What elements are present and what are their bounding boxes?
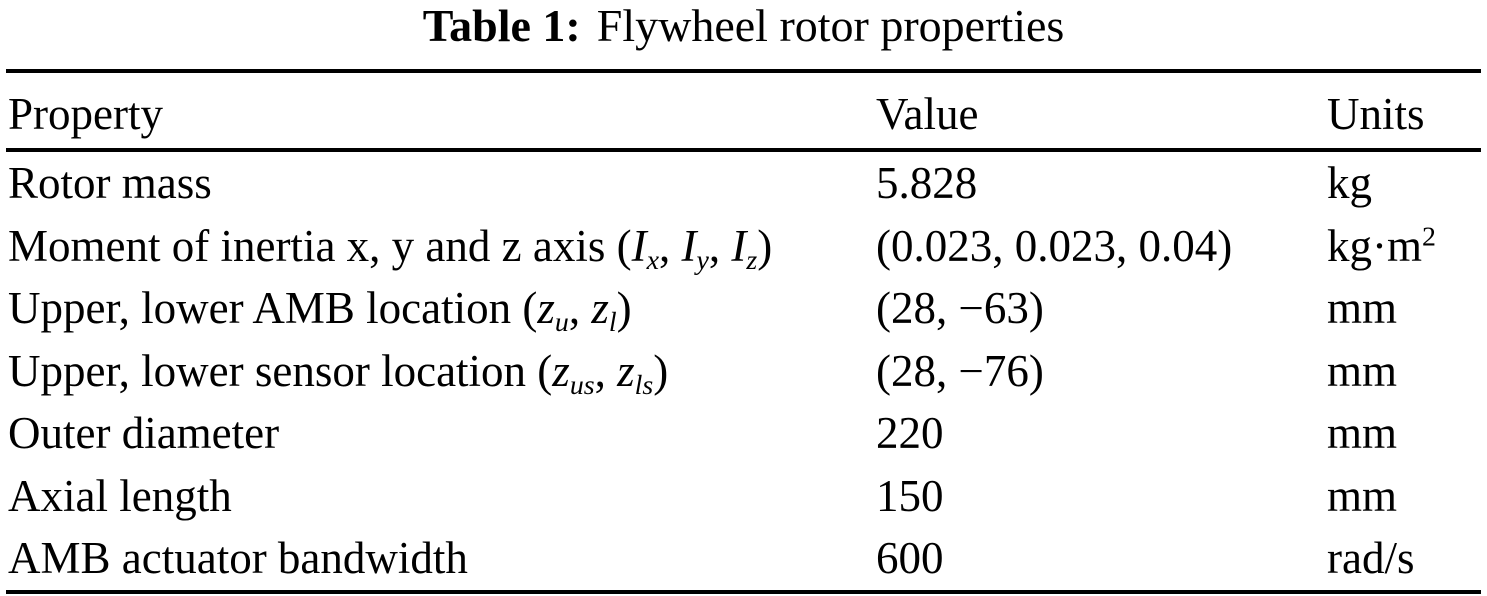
math-var-zl: z [591,283,609,334]
units-text: mm [1327,283,1398,334]
units-text: mm [1327,408,1398,459]
math-var-zus: z [552,345,570,396]
math-var-Iy: I [681,220,697,271]
units-superscript: 2 [1422,221,1436,253]
units-cell: mm [1327,277,1481,340]
table-row-rotor-mass: Rotor mass 5.828 kg [6,150,1481,215]
units-text: kg [1327,158,1372,209]
units-cell: rad/s [1327,527,1481,592]
property-cell: Outer diameter [6,402,876,465]
math-var-Ix: I [631,220,647,271]
math-var-Iz: I [731,220,747,271]
property-text: Rotor mass [8,158,212,209]
property-text: , [568,283,592,334]
property-text: , [594,345,618,396]
value-cell: (28, −76) [876,345,1044,396]
value-cell: (0.023, 0.023, 0.04) [876,220,1233,271]
table-row-sensor-location: Upper, lower sensor location (zus, zls) … [6,340,1481,403]
math-subscript-x: x [646,244,659,276]
property-text: ) [653,345,669,396]
math-subscript-ls: ls [634,369,654,401]
property-text: ) [616,283,632,334]
property-cell: Upper, lower AMB location (zu, zl) [6,277,876,340]
table-row-moment-of-inertia: Moment of inertia x, y and z axis (Ix, I… [6,215,1481,278]
property-text: , [658,220,682,271]
property-cell: Axial length [6,465,876,528]
value-cell: 150 [876,470,944,521]
value-cell: 220 [876,408,944,459]
table-row-outer-diameter: Outer diameter 220 mm [6,402,1481,465]
column-header-units: Units [1327,88,1425,139]
table-caption: Table 1: Flywheel rotor properties [0,0,1487,52]
property-cell: Upper, lower sensor location (zus, zls) [6,340,876,403]
math-subscript-u: u [554,307,569,339]
header-row: Property Value Units [6,71,1481,150]
property-text: Upper, lower sensor location ( [8,345,553,396]
units-cell: mm [1327,340,1481,403]
value-cell: 600 [876,533,944,584]
property-text: Moment of inertia x, y and z axis ( [8,220,632,271]
math-subscript-l: l [608,307,617,339]
table-row-axial-length: Axial length 150 mm [6,465,1481,528]
math-subscript-us: us [569,369,595,401]
math-subscript-z: z [746,244,758,276]
units-cell: mm [1327,465,1481,528]
units-text: kg·m [1327,220,1422,271]
property-text: Outer diameter [8,408,280,459]
property-text: , [708,220,732,271]
value-cell: 5.828 [876,158,978,209]
property-text: Upper, lower AMB location ( [8,283,538,334]
units-text: mm [1327,345,1398,396]
property-cell: AMB actuator bandwidth [6,527,876,592]
table-caption-label: Table 1: [422,0,581,51]
math-var-zls: z [617,345,635,396]
math-subscript-y: y [696,244,709,276]
property-text: AMB actuator bandwidth [8,533,468,584]
units-text: rad/s [1327,533,1415,584]
property-text: ) [757,220,773,271]
flywheel-properties-table: Property Value Units Rotor mass 5.828 kg… [6,69,1481,594]
property-cell: Rotor mass [6,150,876,215]
column-header-value: Value [876,88,979,139]
value-cell: (28, −63) [876,283,1044,334]
table-caption-text: Flywheel rotor properties [596,0,1065,51]
property-text: Axial length [8,470,232,521]
property-cell: Moment of inertia x, y and z axis (Ix, I… [6,215,876,278]
units-cell: kg·m2 [1327,215,1481,278]
units-text: mm [1327,470,1398,521]
units-cell: mm [1327,402,1481,465]
table-row-amb-location: Upper, lower AMB location (zu, zl) (28, … [6,277,1481,340]
column-header-property: Property [8,88,163,139]
units-cell: kg [1327,150,1481,215]
table-row-amb-actuator-bandwidth: AMB actuator bandwidth 600 rad/s [6,527,1481,592]
math-var-zu: z [537,283,555,334]
